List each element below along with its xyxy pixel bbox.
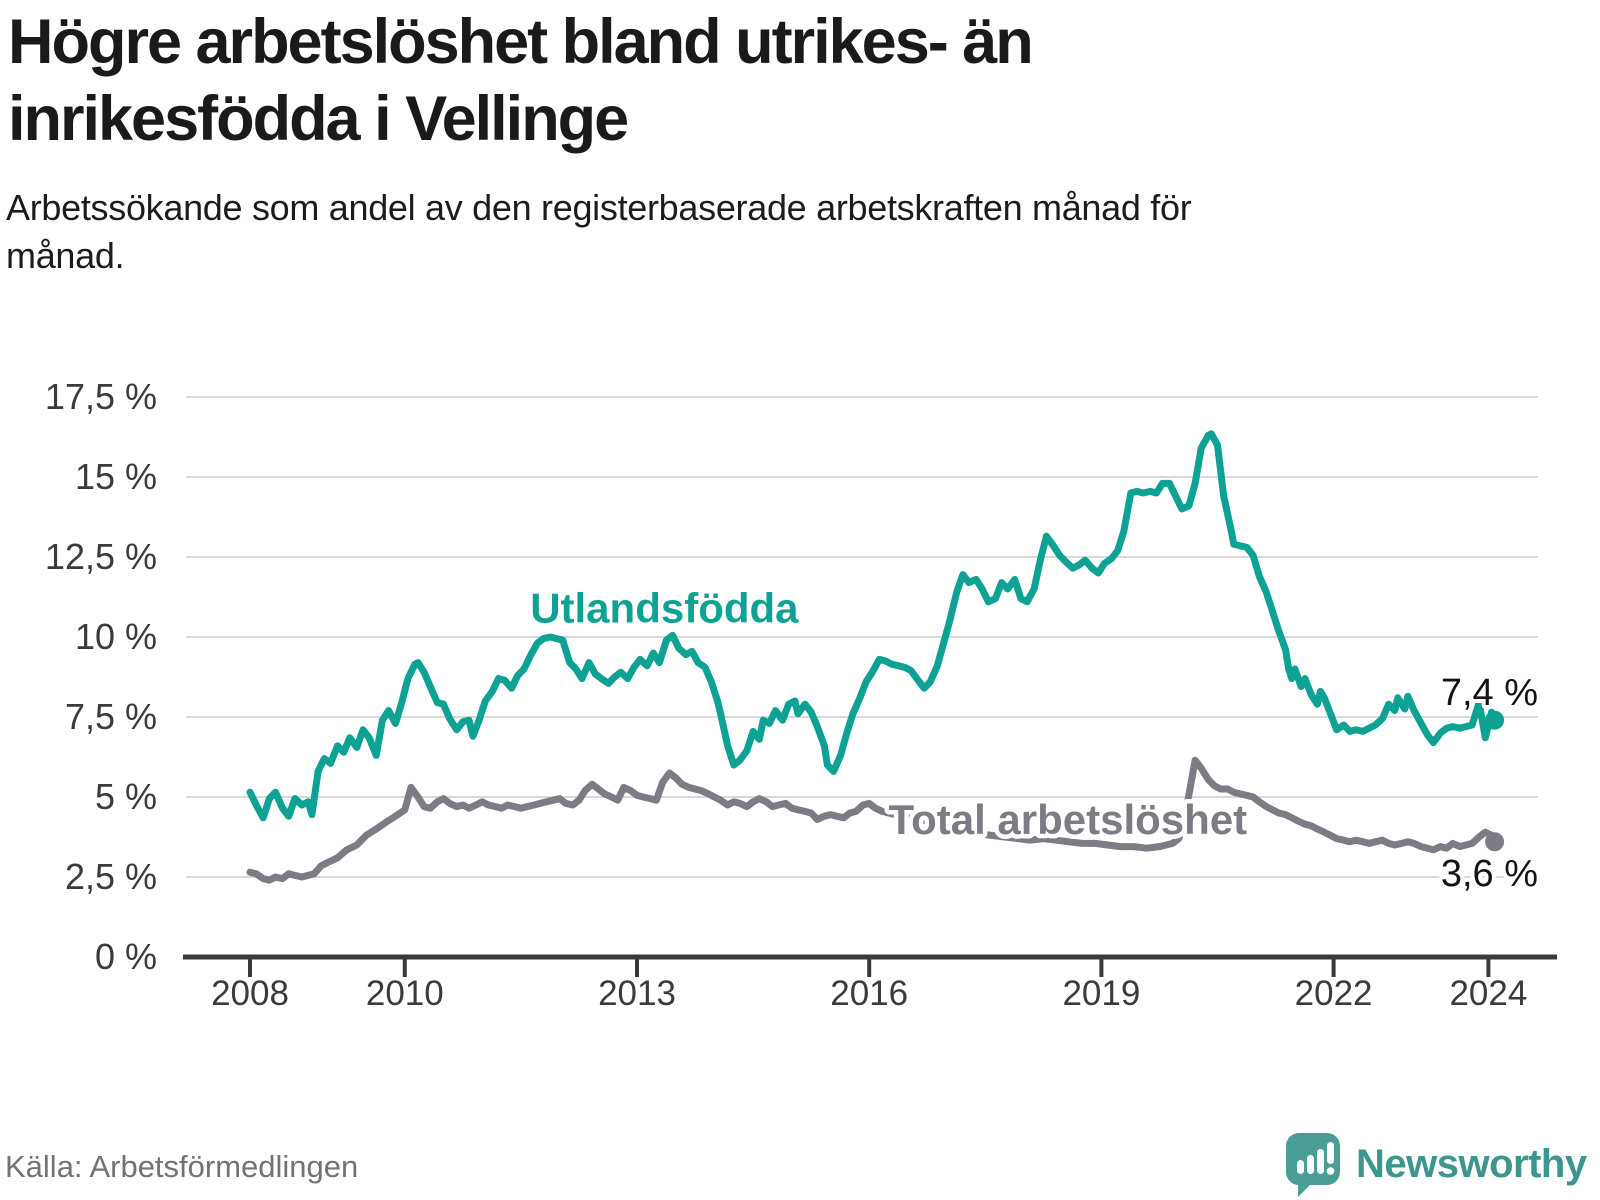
line-chart: 2008 2010 2013 2016 2019 2022 2024 0 % 2,5 % 5 % 7…	[0, 360, 1600, 1020]
chart-subtitle: Arbetssökande som andel av den registerb…	[6, 187, 1192, 276]
y-tick-label: 17,5 %	[45, 376, 157, 417]
y-tick-label: 15 %	[75, 456, 157, 497]
x-tick-label: 2008	[211, 974, 289, 1013]
y-tick-label: 7,5 %	[65, 696, 157, 737]
x-tick-label: 2016	[830, 974, 908, 1013]
y-tick-label: 2,5 %	[65, 856, 157, 897]
x-tick-label: 2013	[598, 974, 676, 1013]
series-line-utlandsfodda	[246, 430, 1499, 822]
y-tick-label: 10 %	[75, 616, 157, 657]
newsworthy-logo: Newsworthy	[1286, 1133, 1587, 1197]
series-line-total	[246, 756, 1499, 884]
newsworthy-wordmark: Newsworthy	[1356, 1142, 1587, 1186]
end-value-label-total: 3,6 %	[1441, 853, 1538, 895]
series-label-total: Total arbetslöshet	[889, 796, 1248, 843]
page-title: Högre arbetslöshet bland utrikes- än inr…	[8, 7, 1034, 154]
x-tick-label: 2022	[1295, 974, 1373, 1013]
x-tick-label: 2010	[366, 974, 444, 1013]
x-tick-label: 2024	[1449, 974, 1527, 1013]
speech-bubble-bar-chart-icon	[1286, 1133, 1340, 1197]
chart-canvas: 2008 2010 2013 2016 2019 2022 2024 0 % 2,5 % 5 % 7…	[45, 376, 1557, 1013]
series-end-dot-total	[1485, 832, 1505, 852]
series-label-utlandsfodda: Utlandsfödda	[530, 585, 799, 632]
source-caption: Källa: Arbetsförmedlingen	[5, 1149, 359, 1184]
y-tick-label: 0 %	[95, 936, 157, 977]
end-value-label-utlandsfodda: 7,4 %	[1441, 672, 1538, 714]
x-tick-label: 2019	[1062, 974, 1140, 1013]
y-tick-label: 5 %	[95, 776, 157, 817]
y-tick-label: 12,5 %	[45, 536, 157, 577]
series-end-dot-utlandsfodda	[1485, 710, 1505, 730]
